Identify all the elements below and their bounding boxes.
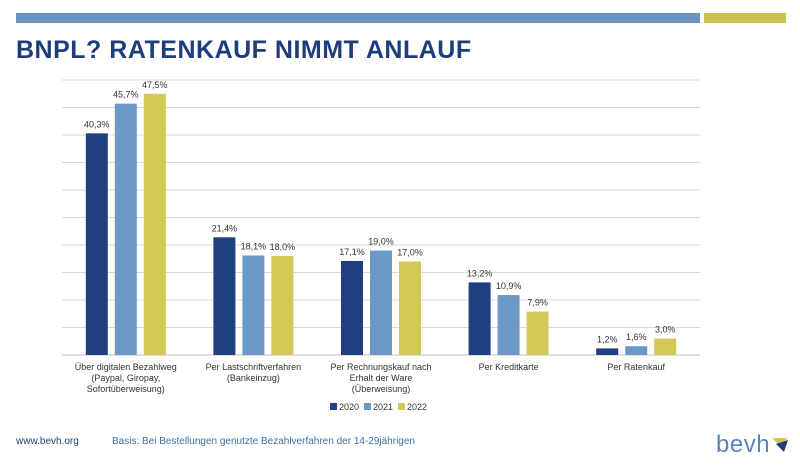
category-label: Erhalt der Ware bbox=[350, 373, 413, 383]
bevh-logo: bevh bbox=[716, 432, 788, 462]
data-label: 21,4% bbox=[212, 223, 238, 233]
data-label: 7,9% bbox=[527, 298, 548, 308]
legend-swatch-2020 bbox=[330, 403, 337, 410]
bar-2020 bbox=[85, 133, 108, 355]
bar-2020 bbox=[341, 260, 363, 355]
bar-2022 bbox=[399, 261, 421, 355]
logo-mark-icon bbox=[772, 438, 788, 452]
top-accent-bar-yellow bbox=[704, 13, 786, 23]
data-label: 47,5% bbox=[142, 80, 168, 90]
bar-2022 bbox=[271, 256, 294, 355]
legend-label: 2022 bbox=[407, 402, 427, 412]
data-label: 40,3% bbox=[84, 119, 110, 129]
category-label: (Bankeinzug) bbox=[227, 373, 280, 383]
bar-2020 bbox=[468, 282, 491, 355]
bar-2021 bbox=[625, 346, 648, 355]
footer-url[interactable]: www.bevh.org bbox=[16, 436, 79, 447]
bar-2022 bbox=[143, 93, 166, 355]
bar-2021 bbox=[114, 103, 137, 356]
top-accent-bar-blue bbox=[16, 13, 700, 23]
category-label: Per Kreditkarte bbox=[479, 362, 539, 372]
page-title: BNPL? RATENKAUF NIMMT ANLAUF bbox=[16, 36, 472, 64]
data-label: 45,7% bbox=[113, 90, 139, 100]
category-label: (Überweisung) bbox=[352, 384, 411, 394]
data-label: 18,1% bbox=[241, 241, 267, 251]
logo-text: bevh bbox=[716, 431, 771, 458]
bar-2021 bbox=[497, 295, 520, 355]
footer-note: Basis: Bei Bestellungen genutzte Bezahlv… bbox=[112, 436, 415, 447]
data-label: 3,0% bbox=[655, 325, 676, 335]
legend-swatch-2021 bbox=[364, 403, 371, 410]
data-label: 1,2% bbox=[597, 334, 618, 344]
bar-2020 bbox=[596, 348, 619, 355]
bar-2021 bbox=[242, 255, 265, 355]
category-label: Per Rechnungskauf nach bbox=[330, 362, 431, 372]
bar-2022 bbox=[526, 311, 549, 355]
legend-label: 2020 bbox=[339, 402, 359, 412]
bar-2021 bbox=[370, 250, 392, 355]
data-label: 17,1% bbox=[339, 247, 365, 257]
legend-label: 2021 bbox=[373, 402, 393, 412]
data-label: 18,0% bbox=[270, 242, 296, 252]
category-label: (Paypal, Giropay, bbox=[91, 373, 160, 383]
category-label: Per Ratenkauf bbox=[607, 362, 665, 372]
data-label: 19,0% bbox=[368, 237, 394, 247]
data-label: 13,2% bbox=[467, 268, 493, 278]
data-label: 1,6% bbox=[626, 332, 647, 342]
bar-2022 bbox=[654, 338, 677, 355]
data-label: 17,0% bbox=[397, 248, 423, 258]
data-label: 10,9% bbox=[496, 281, 522, 291]
category-label: Sofortüberweisung) bbox=[87, 384, 165, 394]
category-label: Per Lastschriftverfahren bbox=[206, 362, 302, 372]
legend-swatch-2022 bbox=[398, 403, 405, 410]
bar-2020 bbox=[213, 237, 236, 355]
category-label: Über digitalen Bezahlweg bbox=[75, 362, 177, 372]
